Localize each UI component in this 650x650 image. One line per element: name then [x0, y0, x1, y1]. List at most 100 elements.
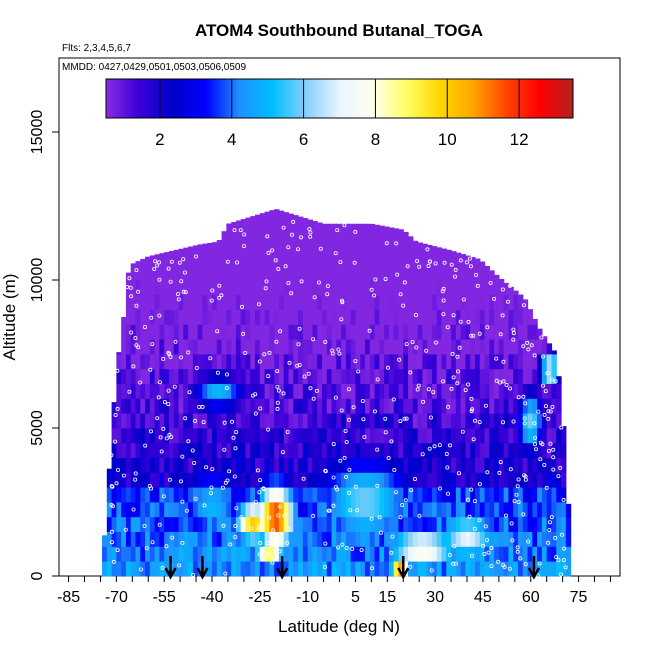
heatmap-cell: [130, 263, 137, 266]
sample-point: [224, 372, 229, 377]
heatmap-cell: [221, 368, 227, 384]
heatmap-cell: [541, 502, 548, 518]
heatmap-cell: [331, 546, 337, 562]
heatmap-cell: [102, 535, 108, 547]
heatmap-cell: [207, 354, 213, 370]
heatmap-cell: [431, 324, 438, 340]
sample-point: [143, 443, 148, 448]
heatmap-cell: [312, 324, 318, 340]
sample-point: [234, 506, 239, 511]
heatmap-cell: [259, 354, 266, 370]
heatmap-cell: [460, 339, 467, 355]
heatmap-cell: [541, 516, 548, 532]
heatmap-cell: [140, 280, 146, 296]
heatmap-cell: [188, 294, 194, 310]
heatmap-cell: [231, 457, 237, 473]
heatmap-cell: [446, 250, 452, 266]
x-tick-label: 75: [570, 589, 588, 606]
heatmap-cell: [317, 398, 323, 414]
heatmap-cell: [288, 546, 294, 562]
sample-point: [286, 527, 291, 532]
heatmap-cell: [403, 413, 409, 429]
heatmap-cell: [422, 442, 428, 458]
heatmap-cell: [561, 487, 567, 503]
heatmap-cell: [431, 250, 438, 266]
heatmap-cell: [288, 368, 294, 384]
sample-point: [168, 279, 173, 284]
heatmap-cell: [293, 531, 299, 547]
heatmap-cell: [556, 376, 562, 384]
heatmap-cell: [207, 531, 213, 547]
heatmap-cell: [317, 472, 323, 488]
heatmap-cell: [446, 294, 452, 310]
heatmap-cell: [250, 487, 256, 503]
heatmap-cell: [121, 516, 127, 532]
heatmap-cell: [546, 413, 553, 429]
heatmap-cell: [341, 383, 347, 399]
heatmap-cell: [556, 428, 562, 444]
heatmap-cell: [431, 546, 438, 562]
heatmap-cell: [130, 398, 137, 414]
heatmap-cell: [465, 413, 471, 429]
heatmap-cell: [312, 339, 318, 355]
heatmap-cell: [489, 324, 495, 340]
heatmap-cell: [164, 324, 170, 340]
sample-point: [281, 391, 286, 396]
heatmap-cell: [298, 309, 304, 325]
sample-point: [258, 540, 263, 545]
heatmap-cell: [369, 250, 376, 266]
heatmap-cell: [441, 368, 447, 384]
heatmap-cell: [331, 235, 337, 251]
heatmap-cell: [498, 487, 505, 503]
heatmap-cell: [522, 457, 529, 473]
heatmap-cell: [465, 280, 471, 296]
heatmap-cell: [130, 354, 137, 370]
heatmap-cell: [164, 442, 170, 458]
heatmap-cell: [489, 339, 495, 355]
sample-point: [437, 443, 442, 448]
heatmap-cell: [365, 561, 371, 577]
sample-point: [306, 371, 311, 376]
heatmap-cell: [183, 265, 189, 281]
sample-point: [483, 403, 488, 408]
heatmap-cell: [312, 561, 318, 577]
sample-point: [166, 388, 171, 393]
heatmap-cell: [393, 368, 400, 384]
heatmap-cell: [417, 324, 423, 340]
heatmap-cell: [331, 294, 337, 310]
heatmap-cell: [379, 502, 385, 518]
heatmap-cell: [479, 324, 486, 340]
heatmap-cell: [197, 324, 204, 340]
sample-point: [208, 491, 213, 496]
sample-point: [343, 428, 348, 433]
heatmap-cell: [403, 231, 409, 236]
heatmap-cell: [551, 383, 557, 399]
heatmap-cell: [245, 561, 251, 577]
heatmap-cell: [235, 516, 242, 532]
heatmap-cell: [140, 265, 146, 281]
heatmap-cell: [274, 487, 280, 503]
sample-point: [179, 279, 184, 284]
heatmap-cell: [188, 265, 194, 281]
heatmap-cell: [470, 309, 476, 325]
heatmap-cell: [231, 280, 237, 296]
sample-point: [116, 467, 121, 472]
heatmap-cell: [149, 255, 156, 266]
heatmap-cell: [474, 561, 481, 577]
heatmap-cell: [561, 457, 567, 473]
heatmap-cell: [178, 294, 184, 310]
heatmap-cell: [470, 280, 476, 296]
heatmap-cell: [455, 398, 462, 414]
heatmap-cell: [441, 354, 447, 370]
sample-point: [471, 437, 476, 442]
heatmap-cell: [532, 516, 538, 532]
colorbar-tick-label: 12: [510, 130, 529, 149]
heatmap-cell: [226, 368, 232, 384]
sample-point: [133, 477, 138, 482]
heatmap-cell: [226, 383, 232, 399]
heatmap-cell: [264, 220, 270, 236]
heatmap-cell: [197, 516, 204, 532]
heatmap-cell: [384, 354, 390, 370]
heatmap-cell: [360, 250, 366, 266]
heatmap-cell: [532, 413, 538, 429]
